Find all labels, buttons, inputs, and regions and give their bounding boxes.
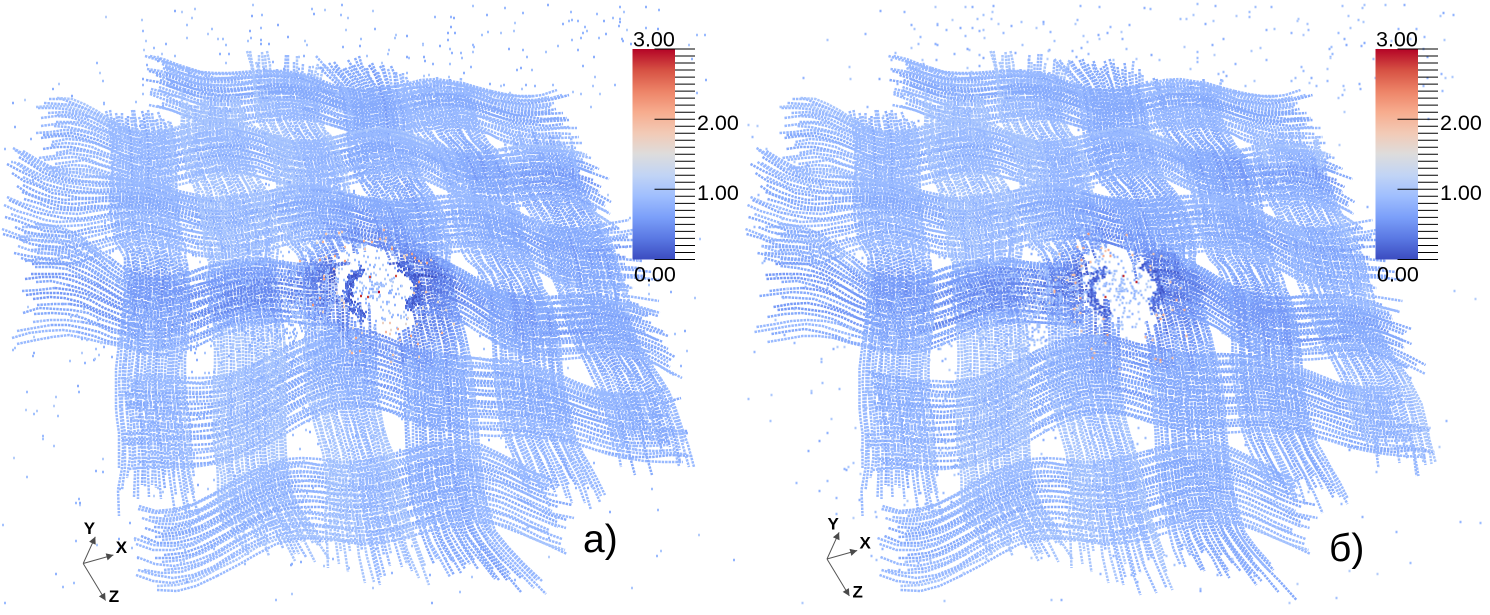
svg-text:Y: Y: [828, 515, 840, 534]
svg-text:2.00: 2.00: [697, 111, 739, 135]
svg-text:2.00: 2.00: [1440, 111, 1482, 135]
svg-text:X: X: [116, 538, 128, 557]
svg-text:3.00: 3.00: [1376, 28, 1418, 52]
svg-text:0.00: 0.00: [1377, 263, 1419, 287]
svg-text:а): а): [583, 518, 618, 561]
svg-text:X: X: [860, 534, 872, 553]
svg-text:1.00: 1.00: [1440, 181, 1482, 205]
svg-text:Z: Z: [853, 583, 863, 602]
svg-text:3.00: 3.00: [633, 28, 675, 52]
svg-text:1.00: 1.00: [697, 181, 739, 205]
svg-text:0.00: 0.00: [634, 263, 676, 287]
svg-text:Z: Z: [109, 587, 119, 606]
svg-text:Y: Y: [84, 519, 96, 538]
svg-text:б): б): [1329, 527, 1364, 570]
